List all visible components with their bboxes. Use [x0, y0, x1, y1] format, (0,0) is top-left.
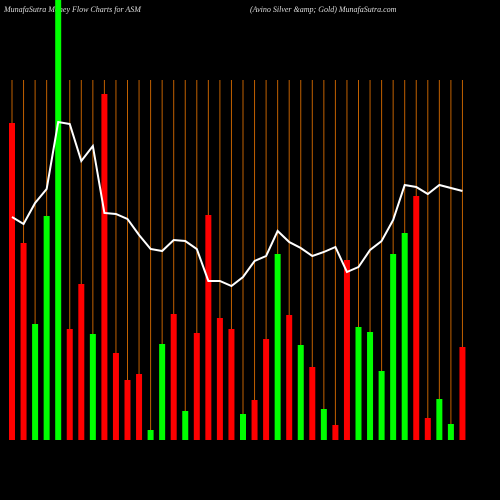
- bar: [309, 367, 316, 440]
- bar: [355, 327, 362, 440]
- bar: [413, 196, 420, 440]
- bar: [159, 344, 166, 440]
- bar: [136, 374, 143, 440]
- bar: [112, 353, 119, 440]
- bar: [43, 216, 50, 440]
- bar: [182, 411, 189, 440]
- bar: [378, 371, 385, 440]
- bar: [170, 314, 177, 440]
- bar: [228, 329, 235, 440]
- bar: [147, 430, 154, 440]
- bar: [240, 414, 246, 440]
- bar: [193, 333, 200, 440]
- bar: [274, 254, 281, 440]
- bar: [297, 345, 304, 440]
- bar: [32, 324, 39, 440]
- bar: [205, 215, 212, 440]
- bar: [286, 315, 293, 440]
- chart-subtitle: (Avino Silver &amp; Gold) MunafaSutra.co…: [250, 5, 397, 14]
- bar: [390, 254, 397, 440]
- bar: [332, 425, 339, 440]
- chart-title: MunafaSutra Money Flow Charts for ASM: [3, 5, 142, 14]
- bar: [447, 424, 454, 440]
- bar: [459, 347, 466, 440]
- line: [11, 120, 463, 288]
- bar: [20, 243, 27, 440]
- bar: [436, 399, 443, 440]
- bar: [263, 339, 270, 440]
- bar: [424, 418, 431, 440]
- bar: [251, 400, 258, 440]
- bar: [9, 123, 15, 440]
- bar: [89, 334, 96, 440]
- bar: [101, 94, 108, 440]
- bar: [320, 409, 327, 440]
- bar: [66, 329, 73, 440]
- bar: [216, 318, 223, 440]
- bar: [78, 284, 85, 440]
- bar: [343, 260, 350, 440]
- bar: [55, 0, 62, 440]
- bar: [401, 233, 408, 440]
- bar: [367, 332, 374, 440]
- bar: [124, 380, 131, 440]
